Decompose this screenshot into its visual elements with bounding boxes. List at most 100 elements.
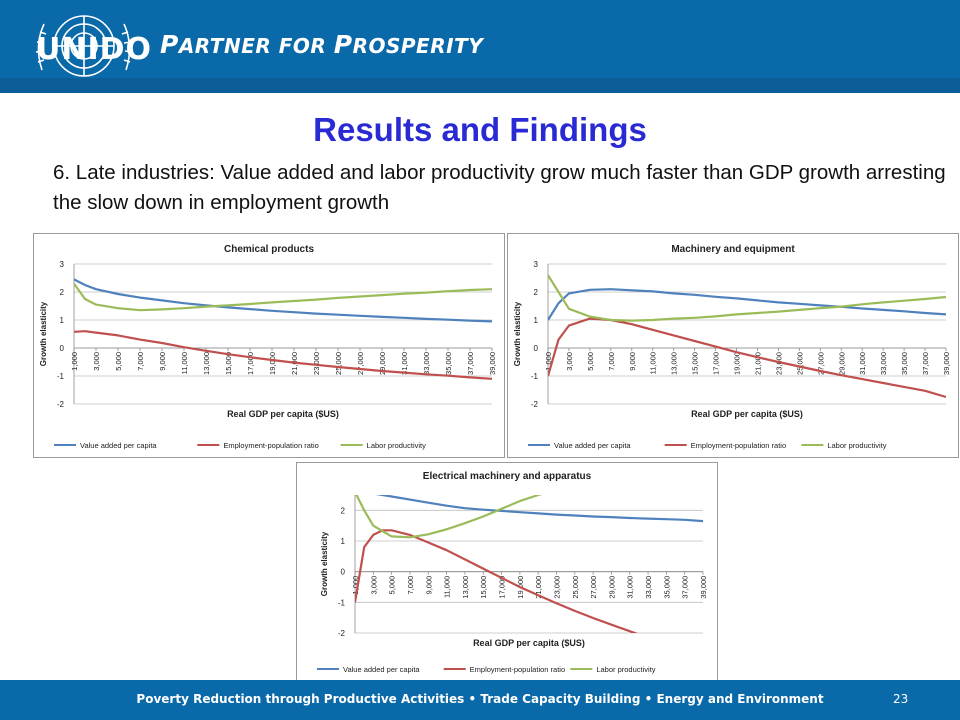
legend-label: Value added per capita bbox=[80, 441, 157, 450]
x-tick-label: 37,000 bbox=[681, 576, 690, 599]
x-tick-label: 17,000 bbox=[498, 576, 507, 599]
x-tick-label: 17,000 bbox=[246, 352, 255, 375]
y-tick-label: 0 bbox=[60, 344, 65, 353]
x-tick-label: 5,000 bbox=[586, 352, 595, 371]
x-tick-label: 29,000 bbox=[378, 352, 387, 375]
y-axis-label: Growth elasticity bbox=[39, 301, 48, 366]
x-tick-label: 11,000 bbox=[649, 352, 658, 374]
x-tick-label: 5,000 bbox=[388, 576, 397, 595]
logo-text: UNIDO bbox=[36, 32, 153, 67]
x-axis-label: Real GDP per capita ($US) bbox=[691, 409, 803, 419]
tagline: PARTNER FOR PROSPERITY bbox=[160, 30, 483, 59]
x-tick-label: 27,000 bbox=[816, 352, 825, 375]
legend-label: Labor productivity bbox=[827, 441, 886, 450]
x-tick-label: 13,000 bbox=[461, 576, 470, 599]
x-tick-label: 1,000 bbox=[351, 576, 360, 595]
tagline-word: ROSPERITY bbox=[352, 34, 484, 58]
y-tick-label: 2 bbox=[534, 288, 539, 297]
footer-text: Poverty Reduction through Productive Act… bbox=[136, 692, 824, 706]
x-tick-label: 35,000 bbox=[900, 352, 909, 375]
series-line bbox=[74, 278, 492, 323]
header-band bbox=[0, 78, 960, 93]
x-tick-label: 5,000 bbox=[114, 352, 123, 371]
x-tick-label: 15,000 bbox=[479, 576, 488, 599]
chart-chemical-products: Chemical products -2 -1 0 1 2 31,000 3,000 5,000… bbox=[39, 244, 497, 450]
chart-title: Chemical products bbox=[224, 244, 314, 255]
x-tick-label: 31,000 bbox=[626, 576, 635, 599]
series-line bbox=[355, 495, 543, 539]
x-axis-label: Real GDP per capita ($US) bbox=[473, 638, 585, 648]
x-tick-label: 27,000 bbox=[356, 352, 365, 375]
x-tick-label: 25,000 bbox=[571, 576, 580, 599]
y-tick-label: -2 bbox=[338, 629, 346, 638]
x-tick-label: 31,000 bbox=[400, 352, 409, 375]
series-line bbox=[548, 317, 946, 399]
tagline-letter: P bbox=[160, 30, 179, 59]
x-tick-label: 37,000 bbox=[466, 352, 475, 375]
y-tick-label: 0 bbox=[341, 568, 346, 577]
x-tick-label: 11,000 bbox=[180, 352, 189, 374]
x-tick-label: 33,000 bbox=[644, 576, 653, 599]
footer-bar: Poverty Reduction through Productive Act… bbox=[0, 680, 960, 720]
x-tick-label: 9,000 bbox=[628, 352, 637, 371]
x-tick-label: 13,000 bbox=[670, 352, 679, 375]
y-tick-label: -1 bbox=[57, 372, 65, 381]
legend-label: Labor productivity bbox=[367, 441, 426, 450]
x-tick-label: 37,000 bbox=[921, 352, 930, 375]
y-axis-label: Growth elasticity bbox=[320, 531, 329, 596]
x-tick-label: 1,000 bbox=[544, 352, 553, 371]
page-number: 23 bbox=[893, 692, 909, 706]
x-tick-label: 23,000 bbox=[774, 352, 783, 375]
series-line bbox=[548, 288, 946, 321]
x-tick-label: 9,000 bbox=[424, 576, 433, 595]
y-tick-label: -2 bbox=[531, 400, 539, 409]
x-tick-label: 23,000 bbox=[552, 576, 561, 599]
x-tick-label: 7,000 bbox=[406, 576, 415, 595]
x-tick-label: 19,000 bbox=[268, 352, 277, 375]
x-tick-label: 31,000 bbox=[858, 352, 867, 375]
tagline-letter: P bbox=[333, 30, 353, 59]
series-line bbox=[74, 330, 492, 380]
series-line bbox=[548, 274, 946, 322]
y-tick-label: 2 bbox=[341, 506, 346, 515]
x-tick-label: 25,000 bbox=[795, 352, 804, 375]
tagline-word: ARTNER FOR bbox=[178, 34, 334, 58]
series-line bbox=[375, 495, 703, 523]
x-tick-label: 9,000 bbox=[158, 352, 167, 371]
y-axis-label: Growth elasticity bbox=[513, 301, 522, 366]
legend-label: Employment-population ratio bbox=[691, 441, 786, 450]
x-tick-label: 39,000 bbox=[488, 352, 497, 375]
x-tick-label: 17,000 bbox=[712, 352, 721, 375]
x-tick-label: 39,000 bbox=[942, 352, 951, 375]
series-group bbox=[355, 495, 703, 633]
x-tick-label: 21,000 bbox=[534, 576, 543, 599]
chart-panel-machinery: Machinery and equipment -2 -1 0 1 2 3 1,000 3,00… bbox=[507, 233, 959, 458]
legend-label: Value added per capita bbox=[343, 665, 420, 674]
y-tick-label: 1 bbox=[534, 316, 539, 325]
x-tick-label: 3,000 bbox=[92, 352, 101, 371]
y-tick-label: -1 bbox=[338, 598, 346, 607]
y-tick-label: -2 bbox=[57, 400, 65, 409]
y-tick-label: 1 bbox=[60, 316, 65, 325]
y-tick-label: 3 bbox=[60, 260, 65, 269]
y-tick-label: 2 bbox=[60, 288, 65, 297]
x-tick-label: 15,000 bbox=[224, 352, 233, 375]
x-tick-label: 15,000 bbox=[691, 352, 700, 375]
x-tick-label: 11,000 bbox=[443, 576, 452, 598]
slide-subtitle: 6. Late industries: Value added and labo… bbox=[53, 161, 946, 214]
x-tick-label: 25,000 bbox=[334, 352, 343, 375]
x-tick-label: 23,000 bbox=[312, 352, 321, 375]
x-tick-label: 3,000 bbox=[565, 352, 574, 371]
legend-label: Employment-population ratio bbox=[223, 441, 318, 450]
x-tick-label: 7,000 bbox=[136, 352, 145, 371]
x-tick-label: 29,000 bbox=[607, 576, 616, 599]
series-line bbox=[74, 282, 492, 312]
series-group bbox=[548, 274, 946, 399]
chart-title: Electrical machinery and apparatus bbox=[423, 471, 592, 482]
x-tick-label: 35,000 bbox=[444, 352, 453, 375]
legend-label: Employment-population ratio bbox=[470, 665, 565, 674]
y-tick-label: 3 bbox=[534, 260, 539, 269]
x-tick-label: 39,000 bbox=[699, 576, 708, 599]
slide-title: Results and Findings bbox=[313, 111, 647, 148]
x-tick-label: 33,000 bbox=[422, 352, 431, 375]
